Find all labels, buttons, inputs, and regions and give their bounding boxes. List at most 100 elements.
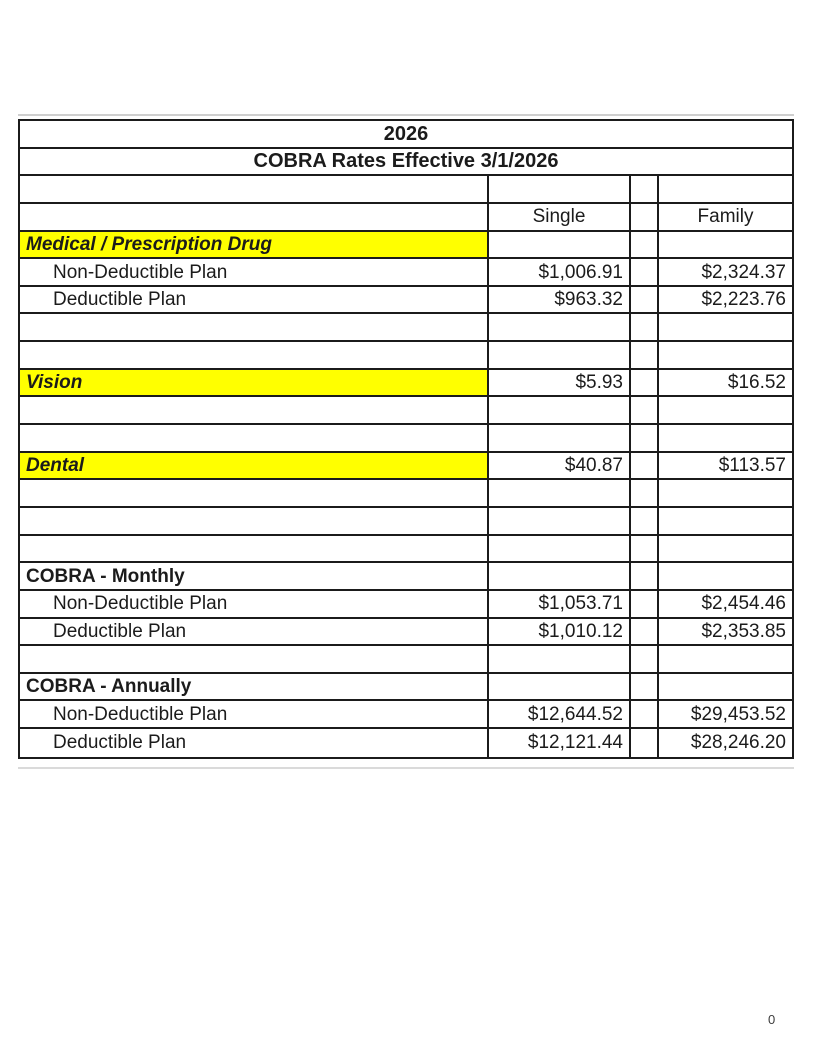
row-label-cell: Medical / Prescription Drug	[20, 231, 487, 258]
merged-header-cell: 2026	[383, 122, 429, 145]
spacer-cell	[629, 314, 657, 341]
row-label-cell	[20, 646, 487, 672]
merged-header-cell: COBRA Rates Effective 3/1/2026	[253, 150, 559, 173]
table-row	[20, 342, 792, 370]
family-value-cell	[657, 397, 792, 424]
single-value-cell	[487, 507, 629, 534]
spacer-cell	[629, 176, 657, 202]
row-label-cell: Deductible Plan	[53, 289, 187, 311]
scan-artifact-line-bottom	[18, 767, 794, 769]
scan-artifact-line-top	[18, 114, 794, 116]
spacer-cell	[629, 231, 657, 258]
family-value-cell: Family	[657, 203, 792, 230]
row-label-cell	[20, 508, 487, 534]
single-value-cell	[487, 535, 629, 562]
single-value-cell	[487, 176, 629, 202]
table-row: Single Family	[20, 203, 792, 232]
row-label-cell	[20, 536, 487, 562]
spacer-cell	[629, 259, 657, 285]
spacer-cell	[629, 480, 657, 506]
family-value-cell	[657, 480, 792, 506]
table-row: 2026	[20, 121, 792, 149]
spacer-cell	[629, 203, 657, 230]
family-value-cell	[657, 176, 792, 202]
table-row: Deductible Plan $12,121.44 $28,246.20	[20, 729, 792, 757]
single-value-cell: $1,010.12	[487, 618, 629, 645]
row-label-cell	[20, 425, 487, 451]
family-value-cell: $16.52	[657, 369, 792, 396]
family-value-cell: $113.57	[657, 452, 792, 479]
table-row	[20, 646, 792, 674]
row-label-cell: Deductible Plan	[53, 620, 187, 642]
table-row: Deductible Plan $1,010.12 $2,353.85	[20, 618, 792, 647]
family-value-cell	[657, 231, 792, 258]
family-value-cell	[657, 673, 792, 700]
table-row	[20, 535, 792, 564]
table-row: Medical / Prescription Drug	[20, 231, 792, 260]
table-row: Vision $5.93 $16.52	[20, 369, 792, 398]
family-value-cell	[657, 314, 792, 341]
spacer-cell	[629, 507, 657, 534]
single-value-cell: $1,053.71	[487, 590, 629, 617]
row-label-cell: Dental	[20, 452, 487, 479]
row-label-cell	[20, 342, 487, 368]
row-label-cell: COBRA - Monthly	[26, 565, 185, 587]
family-value-cell	[657, 646, 792, 672]
family-value-cell	[657, 535, 792, 562]
family-value-cell	[657, 342, 792, 368]
table-row: COBRA - Monthly	[20, 563, 792, 591]
family-value-cell	[657, 425, 792, 451]
table-row	[20, 425, 792, 453]
spacer-cell	[629, 286, 657, 313]
family-value-cell: $2,324.37	[657, 259, 792, 285]
spacer-cell	[629, 369, 657, 396]
row-label-cell	[20, 314, 487, 340]
table-row	[20, 480, 792, 508]
row-label-cell: Vision	[20, 369, 487, 396]
single-value-cell: Single	[487, 203, 629, 230]
family-value-cell: $2,223.76	[657, 286, 792, 313]
single-value-cell	[487, 231, 629, 258]
table-row	[20, 176, 792, 204]
single-value-cell: $1,006.91	[487, 259, 629, 285]
table-row: Non-Deductible Plan $1,006.91 $2,324.37	[20, 259, 792, 287]
family-value-cell: $2,353.85	[657, 618, 792, 645]
table-row	[20, 314, 792, 343]
spacer-cell	[629, 729, 657, 757]
family-value-cell	[657, 563, 792, 589]
single-value-cell	[487, 646, 629, 672]
table-row	[20, 507, 792, 536]
table-row: Deductible Plan $963.32 $2,223.76	[20, 286, 792, 315]
spacer-cell	[629, 397, 657, 424]
row-label-cell	[20, 480, 487, 506]
single-value-cell: $12,121.44	[487, 729, 629, 757]
single-value-cell: $963.32	[487, 286, 629, 313]
spacer-cell	[629, 452, 657, 479]
spacer-cell	[629, 618, 657, 645]
table-row: Dental $40.87 $113.57	[20, 452, 792, 481]
single-value-cell	[487, 397, 629, 424]
cobra-rates-table: 2026 COBRA Rates Effective 3/1/2026 Sing…	[18, 119, 794, 759]
spacer-cell	[629, 590, 657, 617]
row-label-cell: COBRA - Annually	[26, 676, 192, 698]
family-value-cell	[657, 507, 792, 534]
single-value-cell	[487, 342, 629, 368]
single-value-cell	[487, 314, 629, 341]
row-label-cell: Deductible Plan	[53, 732, 187, 754]
row-label-cell: Non-Deductible Plan	[53, 593, 228, 615]
single-value-cell: $5.93	[487, 369, 629, 396]
spacer-cell	[629, 673, 657, 700]
table-row: Non-Deductible Plan $1,053.71 $2,454.46	[20, 590, 792, 619]
row-label-cell: Non-Deductible Plan	[53, 261, 228, 283]
spacer-cell	[629, 535, 657, 562]
spacer-cell	[629, 342, 657, 368]
family-value-cell: $2,454.46	[657, 590, 792, 617]
single-value-cell	[487, 480, 629, 506]
single-value-cell	[487, 425, 629, 451]
single-value-cell	[487, 563, 629, 589]
table-row: COBRA - Annually	[20, 673, 792, 702]
family-value-cell: $28,246.20	[657, 729, 792, 757]
table-row: COBRA Rates Effective 3/1/2026	[20, 149, 792, 177]
row-label-cell: Non-Deductible Plan	[53, 703, 228, 725]
